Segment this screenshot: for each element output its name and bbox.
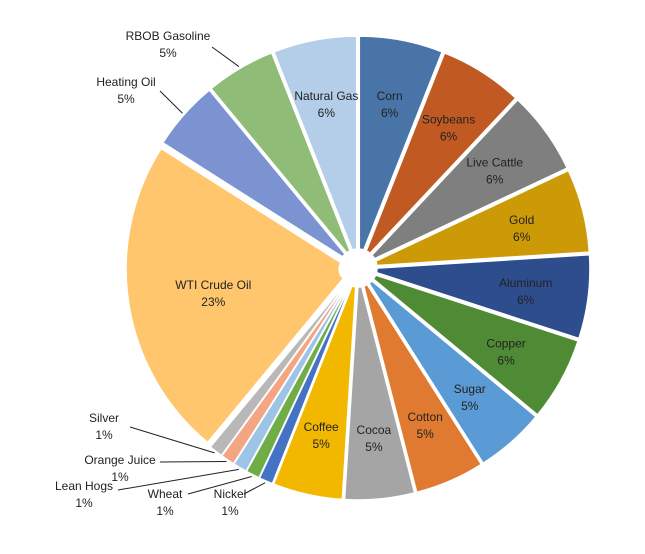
slice-label-aluminum: Aluminum: [499, 276, 552, 290]
slice-label-soybeans: Soybeans: [422, 112, 475, 126]
slice-label-sugar: Sugar: [454, 382, 486, 396]
pie-slice-soybeans: [365, 51, 517, 255]
pie-slice-aluminum: [375, 253, 591, 340]
slice-label-natural-gas: Natural Gas: [294, 89, 358, 103]
slice-value-coffee: 5%: [312, 437, 330, 451]
slice-label-wheat: Wheat: [148, 487, 183, 501]
slice-value-wti-crude-oil: 23%: [201, 295, 225, 309]
slice-value-natural-gas: 6%: [318, 106, 336, 120]
slice-label-orange-juice: Orange Juice: [84, 453, 156, 467]
leader-line-wheat: [187, 476, 252, 495]
leader-line-heating-oil: [159, 90, 183, 114]
slice-value-sugar: 5%: [461, 399, 479, 413]
pie-slice-rbob-gasoline: [209, 51, 351, 254]
leader-line-nickel: [243, 482, 266, 495]
slice-value-nickel: 1%: [221, 504, 239, 518]
slice-value-copper: 6%: [497, 353, 515, 367]
pie-slice-live-cattle: [370, 98, 569, 260]
pie-slice-heating-oil: [161, 88, 347, 258]
slice-value-corn: 6%: [381, 106, 399, 120]
leader-line-rbob-gasoline: [211, 46, 240, 67]
slice-value-gold: 6%: [513, 230, 531, 244]
slice-label-gold: Gold: [509, 213, 534, 227]
slice-label-nickel: Nickel: [214, 487, 247, 501]
pie-slice-silver: [209, 281, 348, 457]
slice-label-cocoa: Cocoa: [357, 423, 392, 437]
slice-label-corn: Corn: [377, 89, 403, 103]
slice-label-coffee: Coffee: [304, 420, 339, 434]
slice-label-silver: Silver: [89, 411, 119, 425]
slice-value-cocoa: 5%: [365, 440, 383, 454]
slice-value-live-cattle: 6%: [486, 173, 504, 187]
slice-value-heating-oil: 5%: [117, 92, 135, 106]
slice-label-wti-crude-oil: WTI Crude Oil: [175, 278, 251, 292]
pie-slice-copper: [372, 274, 580, 416]
slice-value-wheat: 1%: [156, 504, 174, 518]
slice-value-silver: 1%: [95, 428, 113, 442]
pie-slice-natural-gas: [272, 35, 358, 251]
pie-slice-sugar: [368, 279, 538, 465]
leader-line-lean-hogs: [117, 468, 239, 491]
pie-slice-corn: [358, 35, 444, 251]
slice-label-copper: Copper: [486, 336, 525, 350]
slice-label-heating-oil: Heating Oil: [96, 75, 155, 89]
slice-value-orange-juice: 1%: [111, 470, 129, 484]
slice-label-live-cattle: Live Cattle: [466, 156, 523, 170]
slice-value-lean-hogs: 1%: [75, 496, 93, 510]
pie-slice-gold: [374, 169, 591, 267]
slice-value-rbob-gasoline: 5%: [159, 46, 177, 60]
pie-slice-wti-crude-oil: [125, 147, 345, 444]
pie-slice-coffee: [272, 285, 357, 501]
slice-value-aluminum: 6%: [517, 293, 535, 307]
slice-label-lean-hogs: Lean Hogs: [55, 479, 113, 493]
pie-slice-cotton: [362, 283, 483, 494]
slice-value-cotton: 5%: [416, 427, 434, 441]
leader-line-silver: [129, 426, 215, 454]
slice-value-soybeans: 6%: [440, 129, 458, 143]
slice-label-rbob-gasoline: RBOB Gasoline: [126, 29, 211, 43]
slice-label-cotton: Cotton: [407, 410, 442, 424]
pie-slice-cocoa: [343, 285, 416, 501]
